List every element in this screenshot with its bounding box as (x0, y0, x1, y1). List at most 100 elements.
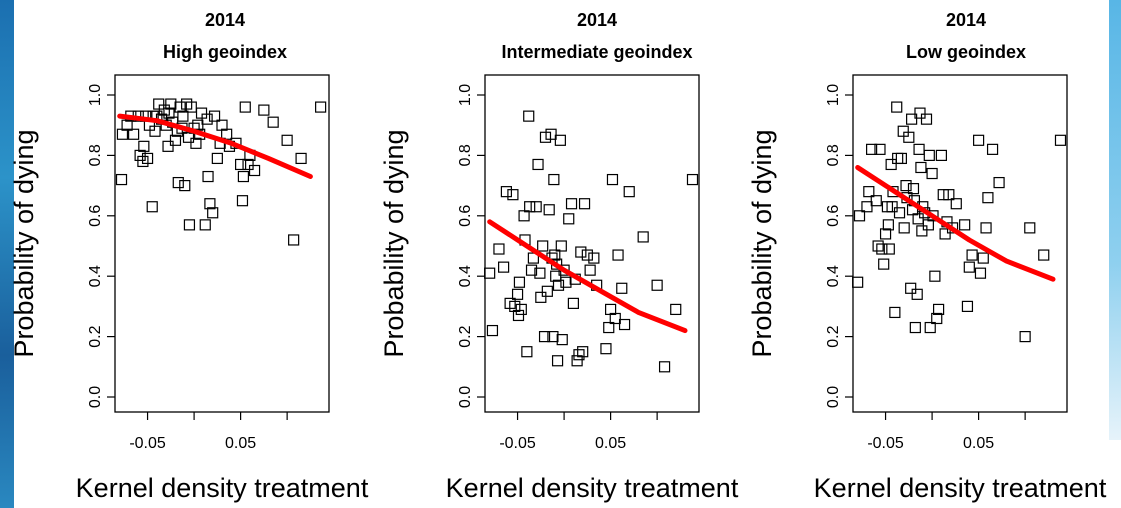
y-tick-label: 0.2 (825, 325, 842, 347)
data-point (1054, 134, 1067, 146)
x-tick-label: -0.05 (867, 435, 904, 452)
data-point (866, 143, 878, 155)
data-point (932, 303, 945, 316)
data-point (239, 101, 251, 113)
data-point (905, 282, 917, 294)
y-tick-label: 0.6 (457, 205, 474, 227)
y-tick-label: 0.2 (87, 325, 104, 347)
data-point (893, 207, 906, 219)
data-point (565, 198, 578, 210)
data-point (138, 140, 150, 152)
data-point (207, 207, 219, 219)
data-point (903, 131, 915, 143)
data-point (886, 201, 898, 213)
data-point (872, 240, 884, 252)
y-tick-label: 0.6 (825, 205, 842, 227)
data-point (853, 210, 866, 222)
panel-3: 2014 Low geoindex Probability of dying 0.0 0… (747, 10, 1107, 503)
data-point (898, 222, 910, 234)
data-point (121, 119, 133, 131)
panel-subtitle: Low geoindex (906, 42, 1026, 62)
data-point (146, 201, 158, 213)
data-point (616, 282, 628, 294)
data-point (686, 173, 699, 186)
data-point (242, 158, 254, 171)
data-point (530, 201, 542, 213)
data-point (204, 198, 216, 210)
data-point (185, 101, 197, 113)
data-point (163, 107, 175, 119)
data-point (950, 198, 962, 210)
data-point (876, 243, 888, 255)
x-axis-label: Kernel density treatment (814, 473, 1107, 503)
data-point (637, 231, 649, 243)
data-point (165, 98, 177, 110)
data-point (606, 173, 619, 186)
data-point (183, 219, 196, 231)
data-point (493, 243, 505, 255)
data-point (509, 300, 521, 312)
data-point (986, 143, 999, 155)
data-point (575, 246, 587, 258)
data-point (524, 201, 536, 213)
data-point (486, 324, 499, 337)
data-point (567, 297, 579, 309)
data-point (535, 291, 547, 303)
y-tick-label: 0.8 (87, 144, 104, 166)
y-tick-label: 0.0 (825, 386, 842, 408)
data-point (882, 219, 894, 231)
data-point (609, 312, 621, 325)
data-point (551, 355, 564, 367)
data-point (911, 288, 923, 300)
panel-title: 2014 (946, 10, 986, 30)
y-tick-label: 1.0 (825, 84, 842, 106)
data-point (201, 113, 213, 125)
plot-frame (852, 74, 1068, 413)
data-point (914, 107, 926, 119)
data-point (577, 346, 589, 358)
data-point (549, 249, 561, 261)
data-point (537, 240, 549, 252)
data-point (889, 306, 901, 319)
data-point (670, 303, 682, 316)
data-point (172, 176, 184, 189)
slide-right-border (1109, 0, 1121, 440)
x-tick-label: 0.05 (963, 435, 994, 452)
data-point (900, 180, 912, 192)
data-point (500, 186, 512, 198)
data-point (878, 258, 890, 270)
data-point (578, 198, 591, 210)
data-point (906, 113, 918, 125)
data-point (543, 204, 555, 216)
data-point (912, 213, 924, 225)
data-point (541, 285, 553, 297)
data-point (532, 158, 544, 171)
x-tick-label: -0.05 (499, 435, 536, 452)
x-tick-label: -0.05 (129, 435, 166, 452)
data-point (883, 243, 895, 255)
data-point (190, 137, 202, 149)
data-point (177, 110, 189, 122)
data-point (658, 361, 671, 373)
data-point (943, 189, 955, 201)
data-point (545, 128, 557, 140)
data-point (581, 249, 593, 261)
data-point (852, 276, 864, 288)
data-point (237, 170, 249, 183)
data-point (885, 158, 897, 171)
x-axis-label: Kernel density treatment (446, 473, 739, 503)
data-point (1024, 222, 1036, 234)
trend-line (855, 165, 1056, 282)
plot-frame (114, 74, 330, 413)
data-point (202, 170, 214, 183)
data-point (926, 167, 938, 180)
data-point (556, 334, 568, 346)
data-point (547, 331, 559, 343)
data-point (554, 134, 566, 146)
data-point (974, 267, 987, 279)
y-tick-label: 0.4 (825, 265, 842, 287)
y-axis-label: Probability of dying (747, 129, 777, 357)
data-point (563, 213, 575, 225)
data-point (863, 186, 875, 198)
